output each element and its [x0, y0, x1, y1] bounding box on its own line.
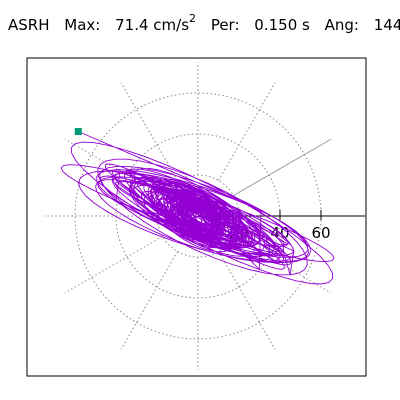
max-value: 71.4 cm/s2 [115, 12, 196, 34]
period-value: 0.150 s [254, 16, 310, 34]
max-label: Max: [64, 16, 101, 34]
station-code: ASRH [8, 16, 50, 34]
max-value-text: 71.4 cm/s [115, 16, 190, 34]
grid-spoke-240 [120, 251, 178, 350]
angle-label: Ang: [324, 16, 359, 34]
chart-title: ASRH Max: 71.4 cm/s2 Per: 0.150 s Ang: 1… [8, 12, 400, 34]
grid-spoke-300 [218, 251, 276, 350]
x-tick-label-60: 60 [311, 224, 330, 242]
plot-frame [26, 57, 367, 377]
grid-spoke-210 [64, 236, 163, 294]
grid-spoke-120 [120, 82, 178, 181]
period-label: Per: [210, 16, 240, 34]
start-marker-group [74, 128, 82, 136]
start-marker [74, 128, 82, 136]
orbit-path [60, 131, 335, 285]
max-exponent: 2 [189, 12, 197, 25]
orbit-trace [60, 131, 335, 285]
angle-value: 144.8 [373, 16, 400, 34]
grid-spoke-60 [218, 82, 276, 181]
grid-spoke-30 [233, 138, 332, 196]
